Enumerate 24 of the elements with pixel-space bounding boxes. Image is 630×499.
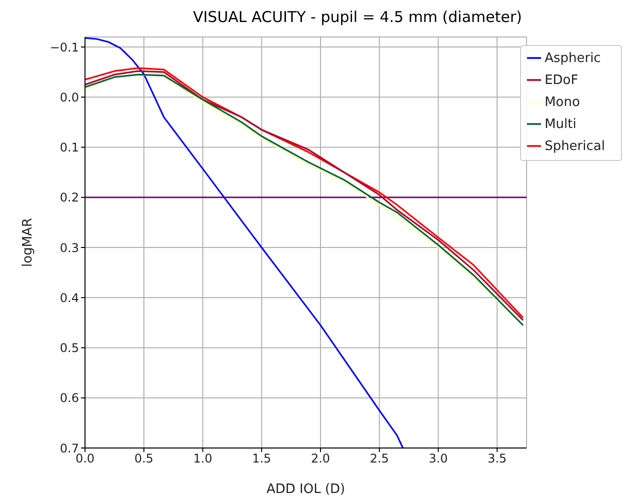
x-tick-label: 3.5 xyxy=(488,452,507,466)
y-tick-label: 0.2 xyxy=(60,190,79,205)
legend-label: Mono xyxy=(544,95,580,110)
x-tick-label: 1.5 xyxy=(252,452,272,466)
legend-label: Aspheric xyxy=(544,51,601,66)
x-tick-label: 0.5 xyxy=(134,452,154,466)
y-tick-label: −0.1 xyxy=(50,40,79,54)
y-tick-label: 0.5 xyxy=(60,341,79,356)
y-tick-label: 0.0 xyxy=(60,90,79,104)
legend-label: Spherical xyxy=(544,139,605,154)
y-tick-label: 0.1 xyxy=(60,140,79,155)
chart-title: VISUAL ACUITY - pupil = 4.5 mm (diameter) xyxy=(192,8,524,26)
x-axis-title: ADD IOL (D) xyxy=(266,482,346,497)
y-tick-label: 0.4 xyxy=(60,290,79,305)
y-tick-label: 0.3 xyxy=(60,240,79,255)
x-tick-label: 0.0 xyxy=(75,452,95,466)
x-tick-label: 3.0 xyxy=(428,452,448,466)
y-axis-title: logMAR xyxy=(20,218,36,267)
y-tick-label: 0.6 xyxy=(60,391,79,406)
x-tick-label: 2.5 xyxy=(370,452,389,466)
x-tick-label: 2.0 xyxy=(310,452,330,466)
legend-label: EDoF xyxy=(544,73,578,88)
x-tick-label: 1.0 xyxy=(193,452,212,466)
legend-label: Multi xyxy=(544,117,576,132)
